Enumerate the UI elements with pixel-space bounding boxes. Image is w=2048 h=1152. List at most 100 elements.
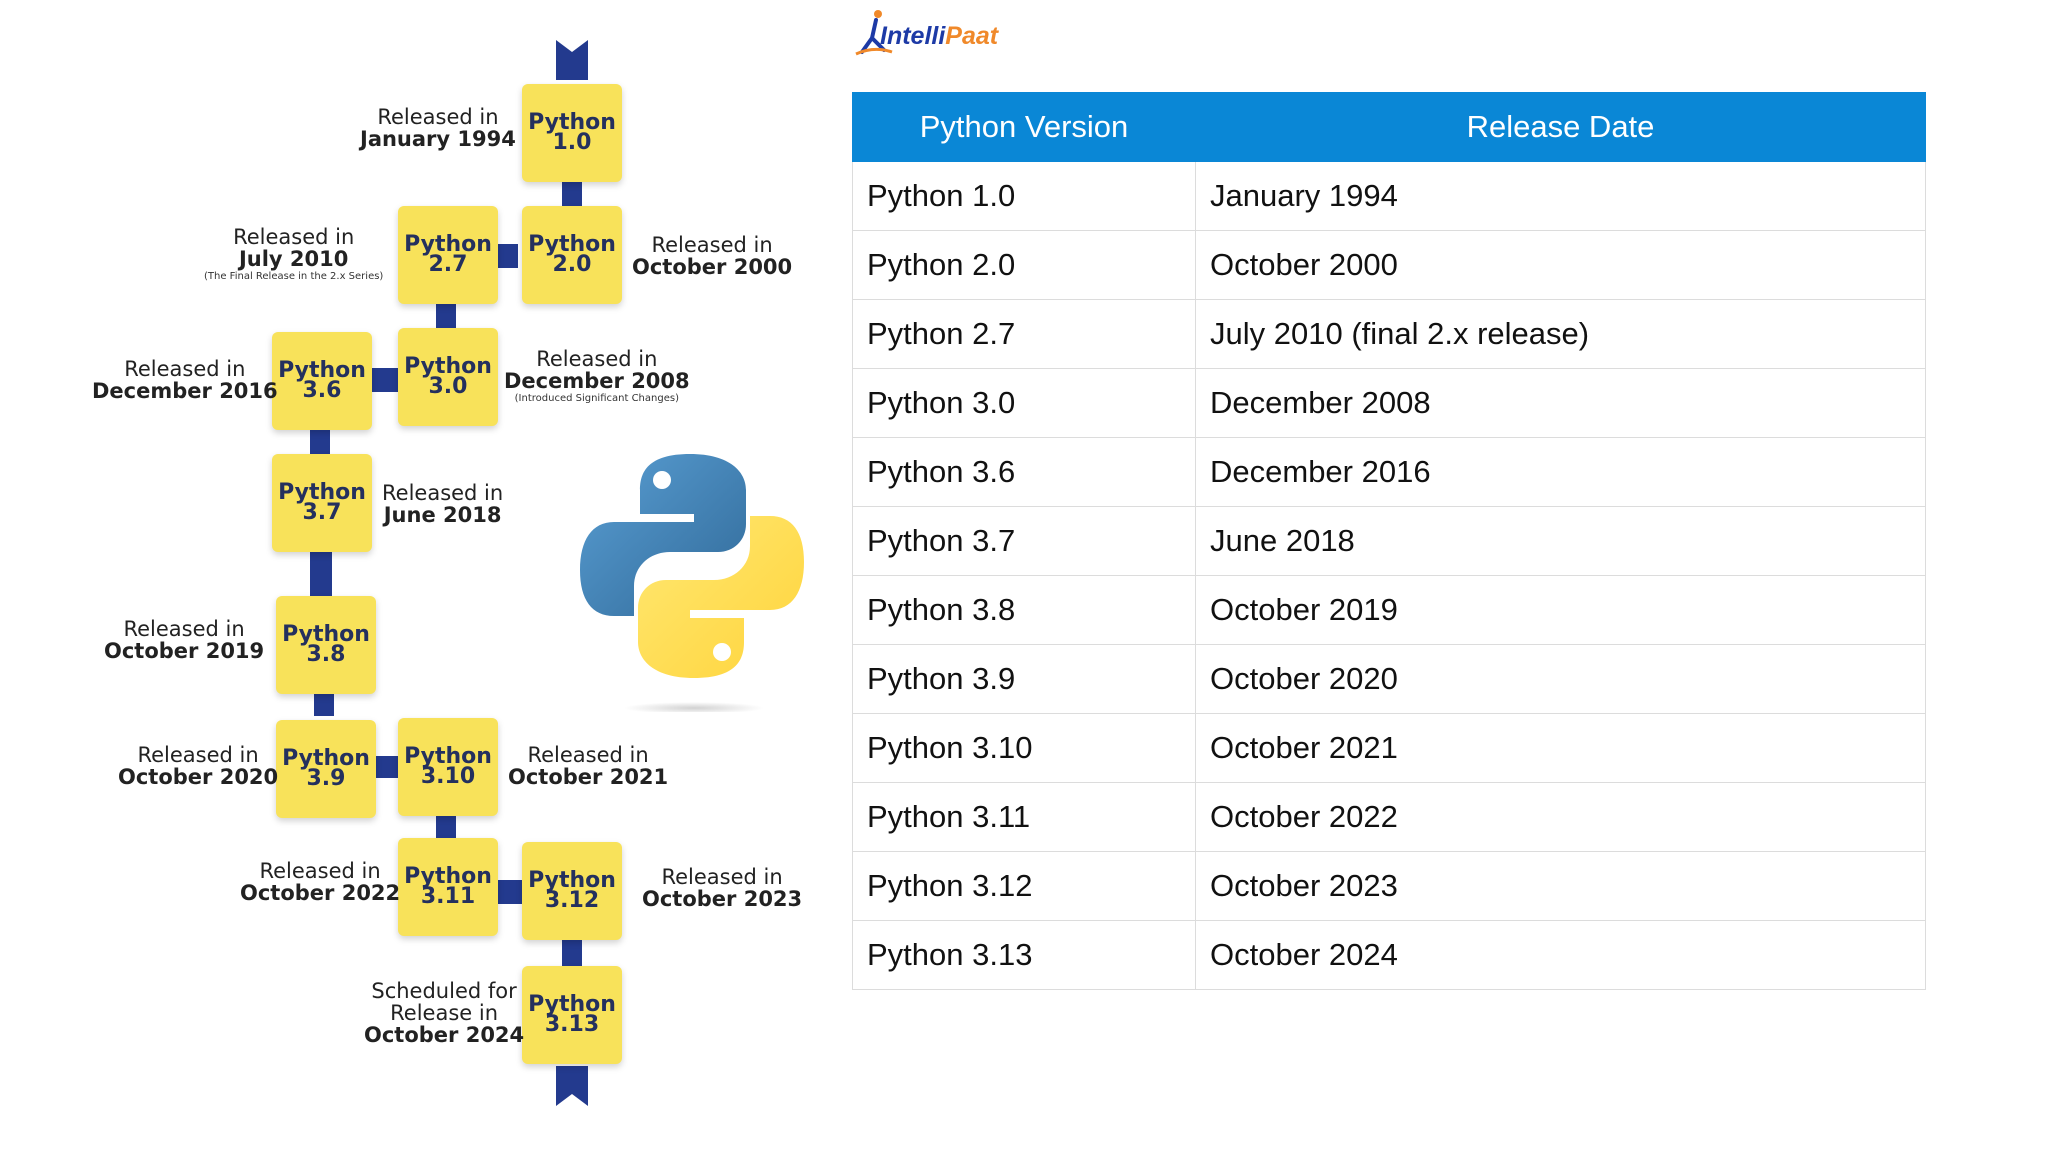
timeline-box-3-6: Python 3.6: [272, 332, 372, 430]
timeline-box-3-8: Python 3.8: [276, 596, 376, 694]
box-title: Python: [528, 232, 616, 257]
logo-text: IntelliPaat: [880, 22, 999, 50]
connector: [310, 426, 330, 454]
box-version: 3.6: [302, 378, 342, 403]
version-cell: Python 3.6: [852, 437, 1196, 507]
table-row: Python 1.0 January 1994: [852, 161, 1926, 231]
release-label-3-7: Released in June 2018: [382, 481, 504, 527]
table-row: Python 3.6 December 2016: [852, 437, 1926, 507]
version-cell: Python 3.13: [852, 920, 1196, 990]
table-row: Python 3.12 October 2023: [852, 851, 1926, 921]
timeline-box-3-9: Python 3.9: [276, 720, 376, 818]
table-row: Python 2.0 October 2000: [852, 230, 1926, 300]
column-header-version: Python Version: [852, 92, 1196, 162]
box-title: Python: [404, 354, 492, 379]
release-label-3-13: Scheduled for Release in October 2024: [364, 979, 525, 1047]
version-cell: Python 2.7: [852, 299, 1196, 369]
connector: [494, 244, 518, 268]
table-row: Python 3.8 October 2019: [852, 575, 1926, 645]
date-cell: October 2019: [1195, 575, 1926, 645]
date-cell: December 2008: [1195, 368, 1926, 438]
date-cell: December 2016: [1195, 437, 1926, 507]
release-label-3-6: Released in December 2016: [92, 357, 278, 403]
timeline-box-2-7: Python 2.7: [398, 206, 498, 304]
box-version: 3.7: [302, 500, 342, 525]
timeline-box-1-0: Python 1.0: [522, 84, 622, 182]
intellipaat-logo: IntelliPaat: [854, 8, 1004, 58]
box-title: Python: [282, 622, 370, 647]
release-label-1-0: Released in January 1994: [360, 105, 516, 151]
version-cell: Python 3.8: [852, 575, 1196, 645]
connector: [368, 368, 398, 392]
table-row: Python 3.9 October 2020: [852, 644, 1926, 714]
box-title: Python: [404, 232, 492, 257]
release-label-3-0: Released in December 2008 (Introduced Si…: [504, 347, 690, 404]
box-title: Python: [404, 744, 492, 769]
release-label-3-8: Released in October 2019: [104, 617, 265, 663]
box-title: Python: [528, 110, 616, 135]
table-row: Python 3.11 October 2022: [852, 782, 1926, 852]
date-cell: June 2018: [1195, 506, 1926, 576]
release-label-3-12: Released in October 2023: [642, 865, 803, 911]
box-version: 2.7: [428, 252, 468, 277]
table-row: Python 3.7 June 2018: [852, 506, 1926, 576]
box-version: 3.0: [428, 374, 468, 399]
box-title: Python: [278, 358, 366, 383]
box-title: Python: [282, 746, 370, 771]
release-note: (Introduced Significant Changes): [514, 393, 679, 404]
date-cell: October 2023: [1195, 851, 1926, 921]
box-title: Python: [404, 864, 492, 889]
table-row: Python 3.13 October 2024: [852, 920, 1926, 990]
version-cell: Python 2.0: [852, 230, 1196, 300]
date-cell: October 2024: [1195, 920, 1926, 990]
timeline-box-3-10: Python 3.10: [398, 718, 498, 816]
timeline-box-2-0: Python 2.0: [522, 206, 622, 304]
connector: [562, 940, 582, 966]
box-version: 3.11: [420, 884, 476, 909]
box-version: 3.10: [420, 764, 476, 789]
version-cell: Python 3.11: [852, 782, 1196, 852]
version-cell: Python 3.9: [852, 644, 1196, 714]
connector: [314, 692, 334, 716]
box-version: 3.9: [306, 766, 346, 791]
logo-figure-icon: [855, 10, 893, 56]
box-title: Python: [528, 868, 616, 893]
timeline-bottom-arrow-icon: [556, 1066, 588, 1106]
date-cell: October 2022: [1195, 782, 1926, 852]
release-label-2-7: Released in July 2010 (The Final Release…: [204, 225, 384, 282]
connector: [376, 756, 398, 778]
release-label-2-0: Released in October 2000: [632, 233, 793, 279]
version-cell: Python 3.0: [852, 368, 1196, 438]
connector: [310, 552, 332, 596]
box-version: 1.0: [552, 130, 592, 155]
release-label-3-10: Released in October 2021: [508, 743, 669, 789]
table-row: Python 3.0 December 2008: [852, 368, 1926, 438]
table-row: Python 3.10 October 2021: [852, 713, 1926, 783]
date-cell: July 2010 (final 2.x release): [1195, 299, 1926, 369]
timeline-box-3-13: Python 3.13: [522, 966, 622, 1064]
release-label-3-9: Released in October 2020: [118, 743, 279, 789]
python-release-table: Python Version Release Date Python 1.0 Ja…: [852, 92, 1926, 990]
version-cell: Python 3.7: [852, 506, 1196, 576]
column-header-release-date: Release Date: [1195, 92, 1926, 162]
connector: [496, 880, 522, 904]
version-cell: Python 3.10: [852, 713, 1196, 783]
timeline-box-3-0: Python 3.0: [398, 328, 498, 426]
release-note: (The Final Release in the 2.x Series): [204, 271, 384, 282]
python-logo-icon: [580, 454, 804, 712]
date-cell: October 2020: [1195, 644, 1926, 714]
timeline-box-3-7: Python 3.7: [272, 454, 372, 552]
timeline-box-3-11: Python 3.11: [398, 838, 498, 936]
date-cell: October 2000: [1195, 230, 1926, 300]
connector: [436, 812, 456, 838]
connector: [562, 180, 582, 206]
version-cell: Python 3.12: [852, 851, 1196, 921]
timeline-top-arrow-icon: [556, 40, 588, 80]
table-header-row: Python Version Release Date: [852, 92, 1926, 162]
table-row: Python 2.7 July 2010 (final 2.x release): [852, 299, 1926, 369]
box-title: Python: [278, 480, 366, 505]
date-cell: January 1994: [1195, 161, 1926, 231]
box-version: 3.8: [306, 642, 346, 667]
box-version: 3.13: [544, 1012, 600, 1037]
box-version: 2.0: [552, 252, 592, 277]
